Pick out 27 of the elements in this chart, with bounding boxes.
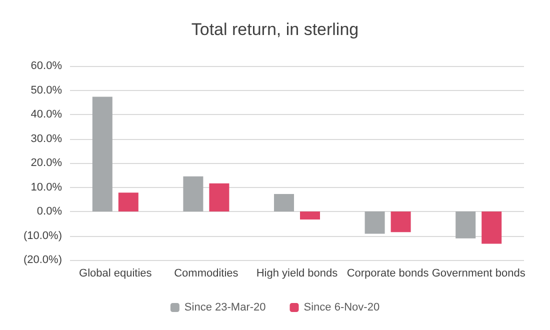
y-tick-label: (20.0%) xyxy=(23,254,62,266)
y-tick-label: 50.0% xyxy=(30,84,62,96)
x-tick-label: Global equities xyxy=(79,268,152,280)
bar xyxy=(390,212,411,232)
bar xyxy=(482,212,502,244)
bar xyxy=(456,212,476,238)
bar xyxy=(274,194,294,212)
y-tick-label: (10.0%) xyxy=(23,230,62,242)
y-tick-label: 10.0% xyxy=(30,181,62,194)
x-tick-label: High yield bonds xyxy=(256,268,338,280)
bar xyxy=(209,183,230,212)
bar xyxy=(364,212,385,234)
chart-title: Total return, in sterling xyxy=(191,20,359,39)
x-tick-label: Commodities xyxy=(174,268,239,280)
y-tick-label: 40.0% xyxy=(30,108,62,120)
y-tick-label: 0.0% xyxy=(36,206,62,218)
x-tick-label: Corporate bonds xyxy=(346,268,430,280)
y-tick-label: 60.0% xyxy=(30,60,62,72)
legend-label: Since 23-Mar-20 xyxy=(184,302,266,314)
legend-label: Since 6-Nov-20 xyxy=(304,302,380,314)
bar xyxy=(300,212,320,220)
x-tick-label: Government bonds xyxy=(432,268,526,280)
y-tick-label: 30.0% xyxy=(30,132,62,145)
bar xyxy=(183,176,204,212)
y-tick-label: 20.0% xyxy=(30,157,62,169)
bar xyxy=(92,96,112,212)
bar xyxy=(118,192,138,212)
